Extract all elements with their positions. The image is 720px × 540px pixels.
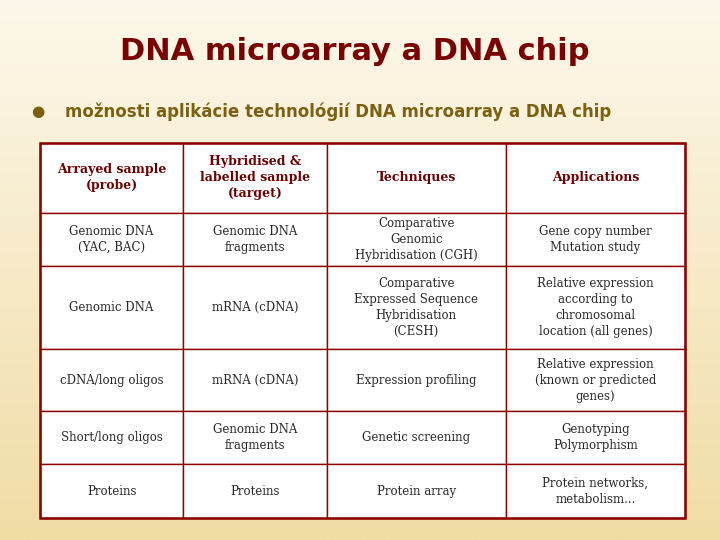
Bar (506, 143, 685, 213)
Text: Arrayed sample
(probe): Arrayed sample (probe) (57, 163, 166, 192)
Bar (506, 213, 685, 266)
Text: Short/long oligos: Short/long oligos (60, 431, 163, 444)
Text: Genomic DNA
fragments: Genomic DNA fragments (213, 423, 297, 452)
Text: mRNA (cDNA): mRNA (cDNA) (212, 374, 298, 387)
Bar (506, 411, 685, 464)
Text: Proteins: Proteins (230, 485, 280, 498)
Text: Relative expression
according to
chromosomal
location (all genes): Relative expression according to chromos… (537, 277, 654, 338)
Bar (184, 349, 327, 411)
Text: mRNA (cDNA): mRNA (cDNA) (212, 301, 298, 314)
Bar (40, 143, 685, 518)
Bar (40, 266, 184, 349)
Text: Genotyping
Polymorphism: Genotyping Polymorphism (553, 423, 638, 452)
Text: Genetic screening: Genetic screening (362, 431, 470, 444)
Bar (327, 143, 506, 213)
Bar (184, 464, 327, 518)
Text: DNA microarray a DNA chip: DNA microarray a DNA chip (120, 37, 590, 66)
Bar (184, 266, 327, 349)
Bar (506, 266, 685, 349)
Bar (327, 266, 506, 349)
Bar (506, 349, 685, 411)
Bar (40, 464, 184, 518)
Bar (327, 464, 506, 518)
Bar (40, 143, 184, 213)
Bar (40, 349, 184, 411)
Bar (40, 213, 184, 266)
Text: ●: ● (32, 105, 45, 119)
Text: Gene copy number
Mutation study: Gene copy number Mutation study (539, 225, 652, 254)
Text: možnosti aplikácie technológií DNA microarray a DNA chip: možnosti aplikácie technológií DNA micro… (65, 103, 611, 122)
Bar (184, 143, 327, 213)
Text: Protein networks,
metabolism...: Protein networks, metabolism... (542, 477, 649, 506)
Text: Proteins: Proteins (87, 485, 136, 498)
Bar (327, 213, 506, 266)
Bar (506, 464, 685, 518)
Bar (184, 213, 327, 266)
Text: Relative expression
(known or predicted
genes): Relative expression (known or predicted … (535, 357, 656, 402)
Text: Genomic DNA
(YAC, BAC): Genomic DNA (YAC, BAC) (69, 225, 154, 254)
Text: Applications: Applications (552, 171, 639, 184)
Text: Comparative
Expressed Sequence
Hybridisation
(CESH): Comparative Expressed Sequence Hybridisa… (354, 277, 478, 338)
Bar (327, 349, 506, 411)
Text: Comparative
Genomic
Hybridisation (CGH): Comparative Genomic Hybridisation (CGH) (355, 217, 477, 262)
Text: Expression profiling: Expression profiling (356, 374, 477, 387)
Bar (184, 411, 327, 464)
Text: cDNA/long oligos: cDNA/long oligos (60, 374, 163, 387)
Bar (40, 411, 184, 464)
Text: Protein array: Protein array (377, 485, 456, 498)
Bar (327, 411, 506, 464)
Text: Genomic DNA: Genomic DNA (69, 301, 154, 314)
Text: Genomic DNA
fragments: Genomic DNA fragments (213, 225, 297, 254)
Text: Techniques: Techniques (377, 171, 456, 184)
Text: Hybridised &
labelled sample
(target): Hybridised & labelled sample (target) (200, 156, 310, 200)
